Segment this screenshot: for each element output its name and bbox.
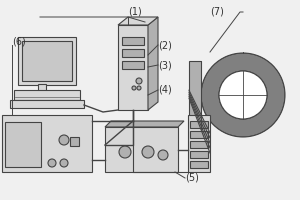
Bar [70, 137, 79, 146]
Bar [118, 25, 148, 110]
Bar [5, 122, 41, 167]
Bar [188, 115, 210, 172]
Bar [122, 37, 144, 45]
Bar [38, 84, 46, 92]
Circle shape [60, 159, 68, 167]
Text: (1): (1) [128, 7, 142, 17]
Text: (4): (4) [158, 85, 172, 95]
Text: (5): (5) [185, 173, 199, 183]
Wedge shape [201, 53, 285, 137]
Bar [190, 151, 208, 158]
Wedge shape [201, 53, 285, 137]
Polygon shape [105, 121, 184, 127]
Circle shape [48, 159, 56, 167]
Circle shape [142, 146, 154, 158]
Circle shape [219, 71, 267, 119]
Bar [190, 161, 208, 168]
Text: (3): (3) [158, 60, 172, 70]
Polygon shape [148, 17, 158, 110]
Text: (6): (6) [12, 37, 26, 47]
Bar [18, 37, 76, 85]
Bar [122, 61, 144, 69]
Bar [14, 90, 80, 100]
Bar [122, 49, 144, 57]
Bar [190, 131, 208, 138]
Circle shape [59, 135, 69, 145]
Circle shape [137, 86, 141, 90]
Bar [10, 100, 84, 108]
Bar [22, 41, 72, 81]
Circle shape [119, 146, 131, 158]
Text: (7): (7) [210, 7, 224, 17]
Polygon shape [118, 17, 158, 25]
Circle shape [136, 78, 142, 84]
Circle shape [158, 150, 168, 160]
Bar [105, 127, 178, 172]
Circle shape [132, 86, 136, 90]
Text: (2): (2) [158, 40, 172, 50]
Bar [189, 61, 201, 129]
Bar [2, 115, 92, 172]
Bar [190, 141, 208, 148]
Bar [190, 121, 208, 128]
